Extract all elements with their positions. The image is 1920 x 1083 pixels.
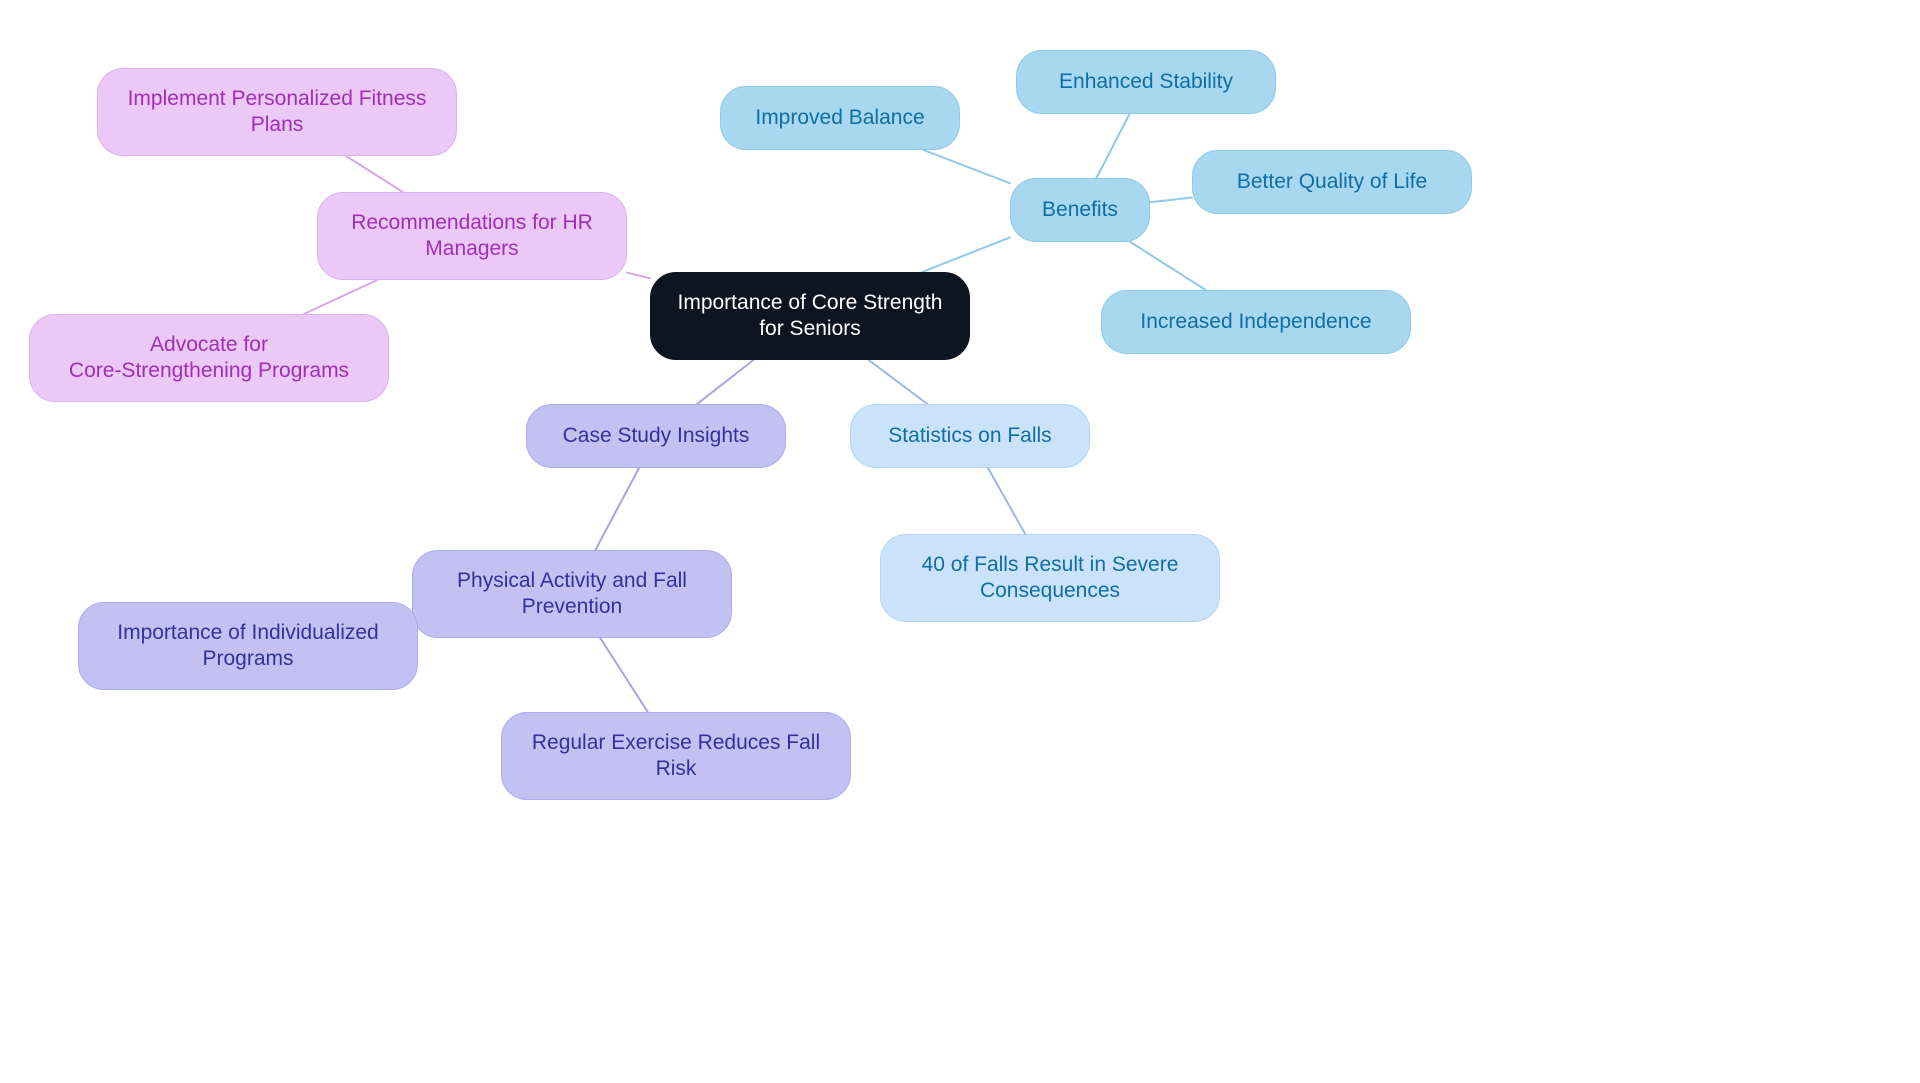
node-label: Enhanced Stability: [1059, 69, 1233, 95]
node-label: Importance of Core Strength for Seniors: [678, 290, 943, 343]
node-regular: Regular Exercise Reduces Fall Risk: [501, 712, 851, 800]
edge: [922, 237, 1010, 272]
node-label: Regular Exercise Reduces Fall Risk: [532, 730, 820, 783]
node-label: Case Study Insights: [563, 423, 750, 449]
node-label: Importance of Individualized Programs: [117, 620, 379, 673]
node-enhanced: Enhanced Stability: [1016, 50, 1276, 114]
node-label: Recommendations for HR Managers: [351, 210, 593, 263]
node-implement: Implement Personalized Fitness Plans: [97, 68, 457, 156]
node-label: Better Quality of Life: [1237, 169, 1427, 195]
node-root: Importance of Core Strength for Seniors: [650, 272, 970, 360]
edge: [1097, 114, 1130, 178]
node-label: Implement Personalized Fitness Plans: [128, 86, 427, 139]
node-benefits: Benefits: [1010, 178, 1150, 242]
edge: [595, 468, 639, 550]
edge: [304, 280, 377, 314]
node-label: Advocate for Core-Strengthening Programs: [69, 332, 349, 385]
node-forty: 40 of Falls Result in Severe Consequence…: [880, 534, 1220, 622]
node-label: Increased Independence: [1140, 309, 1371, 335]
edge: [627, 273, 650, 278]
node-independence: Increased Independence: [1101, 290, 1411, 354]
node-label: Improved Balance: [755, 105, 924, 131]
edge: [600, 638, 648, 712]
node-label: Benefits: [1042, 197, 1118, 223]
node-stats: Statistics on Falls: [850, 404, 1090, 468]
node-label: Statistics on Falls: [888, 423, 1051, 449]
edge: [923, 150, 1010, 183]
node-individ: Importance of Individualized Programs: [78, 602, 418, 690]
node-recs: Recommendations for HR Managers: [317, 192, 627, 280]
node-casestudy: Case Study Insights: [526, 404, 786, 468]
node-advocate: Advocate for Core-Strengthening Programs: [29, 314, 389, 402]
node-quality: Better Quality of Life: [1192, 150, 1472, 214]
edge: [346, 156, 403, 192]
edge: [988, 468, 1025, 534]
mindmap-canvas: Importance of Core Strength for Seniors B…: [0, 0, 1920, 1083]
edge: [1150, 198, 1192, 203]
edge: [869, 360, 928, 404]
node-label: 40 of Falls Result in Severe Consequence…: [922, 552, 1179, 605]
edge: [1130, 242, 1205, 290]
edge: [697, 360, 753, 404]
node-improved: Improved Balance: [720, 86, 960, 150]
node-label: Physical Activity and Fall Prevention: [457, 568, 687, 621]
node-physact: Physical Activity and Fall Prevention: [412, 550, 732, 638]
